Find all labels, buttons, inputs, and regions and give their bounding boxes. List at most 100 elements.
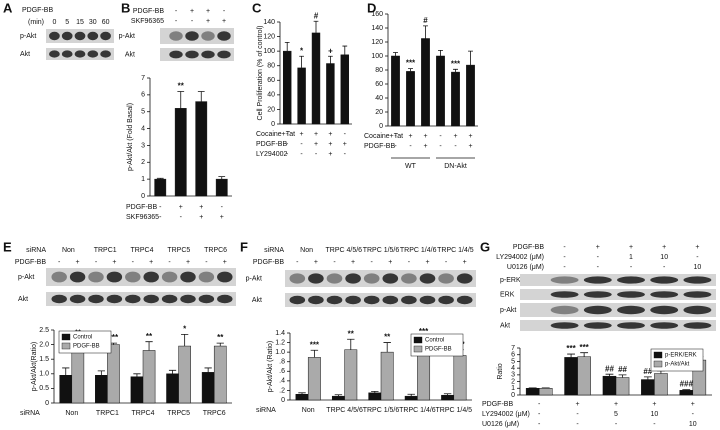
bar (107, 344, 120, 404)
bar (441, 394, 455, 401)
bar (282, 50, 292, 125)
y-tick-label: 7 (511, 345, 515, 352)
legend-label: PDGF-BB (73, 344, 100, 350)
condition-mark: 10 (660, 254, 668, 261)
significance-label: ** (217, 333, 224, 342)
condition-mark: 10 (651, 411, 659, 418)
bar (679, 390, 694, 396)
bar (59, 375, 73, 404)
condition-mark: - (344, 131, 347, 138)
significance-label: ## (618, 365, 627, 374)
blot-band (419, 295, 436, 305)
blot-band (456, 273, 473, 284)
condition-label: PDGF-BB (513, 244, 544, 251)
condition-mark: + (463, 259, 467, 266)
y-tick-label: 6 (511, 352, 515, 359)
blot-band (198, 271, 215, 283)
blot-band (87, 31, 99, 41)
condition-mark: - (175, 18, 178, 25)
error-bar (218, 176, 226, 180)
condition-mark: + (343, 141, 347, 148)
x-tick-label: TRPC 1/5/6 (363, 407, 400, 414)
significance-label: + (328, 46, 333, 55)
y-axis-label: Ratio (497, 363, 504, 379)
condition-mark: + (695, 244, 699, 251)
y-tick-label: 160 (371, 11, 383, 18)
legend-label: PDGF-BB (425, 347, 452, 353)
condition-mark: - (221, 204, 224, 211)
condition-mark: + (691, 401, 695, 408)
x-tick-label: TRPC5 (167, 410, 190, 417)
error-bar (298, 392, 306, 395)
significance-label: *** (419, 327, 429, 336)
significance-label: ** (384, 333, 391, 342)
blot-band (683, 322, 712, 329)
error-bar (216, 342, 224, 347)
condition-mark: + (223, 259, 227, 266)
legend-label: Control (425, 338, 444, 344)
blot-band (51, 271, 67, 283)
y-axis-label: Cell Proliferation (% of control) (257, 26, 264, 121)
y-axis-label: p-Akt/Akt (Ratio) (267, 341, 274, 392)
bar (404, 395, 418, 401)
bar (380, 351, 394, 401)
error-bar (342, 45, 348, 55)
legend-box (410, 333, 464, 357)
condition-mark: Non (300, 247, 313, 254)
condition-mark: 60 (102, 19, 110, 26)
y-tick-label: 0 (141, 193, 145, 200)
condition-mark: - (344, 151, 347, 158)
blot-band (185, 50, 199, 59)
blot-band (583, 291, 612, 298)
significance-label: ** (146, 332, 153, 341)
blot-row-label: p-ERK (500, 277, 521, 284)
condition-mark: + (614, 401, 618, 408)
y-tick-label: 3 (511, 372, 515, 379)
condition-label: PDGF-BB (15, 259, 46, 266)
condition-mark: - (296, 259, 299, 266)
legend-label: Control (73, 335, 92, 341)
y-tick-label: 2.5 (39, 327, 49, 334)
blot-band (438, 273, 454, 284)
condition-mark: - (454, 143, 457, 150)
bar (538, 388, 553, 396)
blot-band (550, 291, 579, 298)
blot-band (143, 294, 159, 304)
legend-swatch (653, 351, 663, 359)
error-bar (204, 367, 212, 373)
y-tick-label: 4 (141, 125, 145, 132)
significance-label: * (300, 46, 304, 55)
significance-label: # (423, 16, 428, 25)
blot-band (69, 294, 86, 304)
y-tick-label: 20 (375, 109, 383, 116)
condition-mark: + (423, 133, 427, 140)
blot-band (201, 50, 215, 59)
x-tick-label: TRPC 1/4/5 (436, 407, 473, 414)
significance-label: *** (406, 59, 416, 68)
y-tick-label: 1.0 (39, 371, 49, 378)
condition-mark: TRPC1 (94, 247, 117, 254)
blot-row-label: p-Akt (18, 274, 34, 281)
y-tick-label: 140 (371, 25, 383, 32)
y-tick-label: 5 (141, 109, 145, 116)
blot-band (49, 31, 60, 41)
group-label: DN-Akt (444, 163, 467, 170)
blot-row-label: p-Akt (20, 33, 36, 40)
condition-mark: + (328, 131, 332, 138)
y-tick-label: 0.5 (39, 385, 49, 392)
error-bar (145, 341, 153, 351)
blot-band (69, 271, 86, 283)
condition-mark: + (662, 244, 666, 251)
blot-band (169, 50, 183, 59)
blot-band (201, 31, 215, 41)
blot-band (100, 31, 111, 41)
condition-mark: - (538, 411, 541, 418)
error-bar (438, 50, 443, 56)
condition-label: PDGF-BB (133, 8, 164, 15)
condition-mark: + (179, 204, 183, 211)
blot-band (125, 271, 141, 283)
condition-mark: + (328, 141, 332, 148)
bar (295, 394, 309, 401)
blot-band (401, 273, 417, 284)
blot-band (583, 305, 612, 315)
